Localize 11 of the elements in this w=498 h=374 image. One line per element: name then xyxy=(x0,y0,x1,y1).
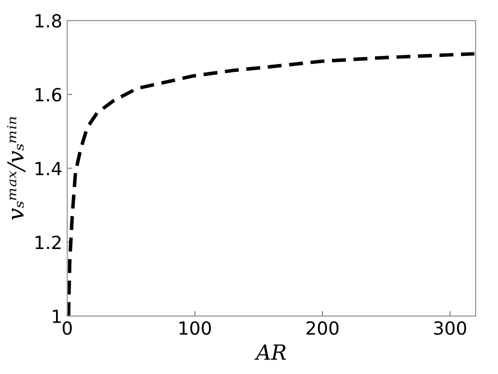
x-tick-label: 0 xyxy=(62,321,72,335)
x-tick-label: 100 xyxy=(180,321,211,335)
y-tick-label: 1.4 xyxy=(36,162,62,176)
y-axis-title: vₛᵐᵃˣ/vₛᵐⁱⁿ xyxy=(7,117,26,220)
y-tick-label: 1 xyxy=(52,310,61,323)
x-tick-label: 200 xyxy=(306,321,338,335)
y-tick-label: 1.6 xyxy=(36,88,62,102)
y-tick-label: 1.2 xyxy=(36,236,61,250)
x-axis-title: AR xyxy=(254,344,286,360)
y-tick-label: 1.8 xyxy=(36,14,62,28)
x-tick-label: 300 xyxy=(434,321,466,335)
